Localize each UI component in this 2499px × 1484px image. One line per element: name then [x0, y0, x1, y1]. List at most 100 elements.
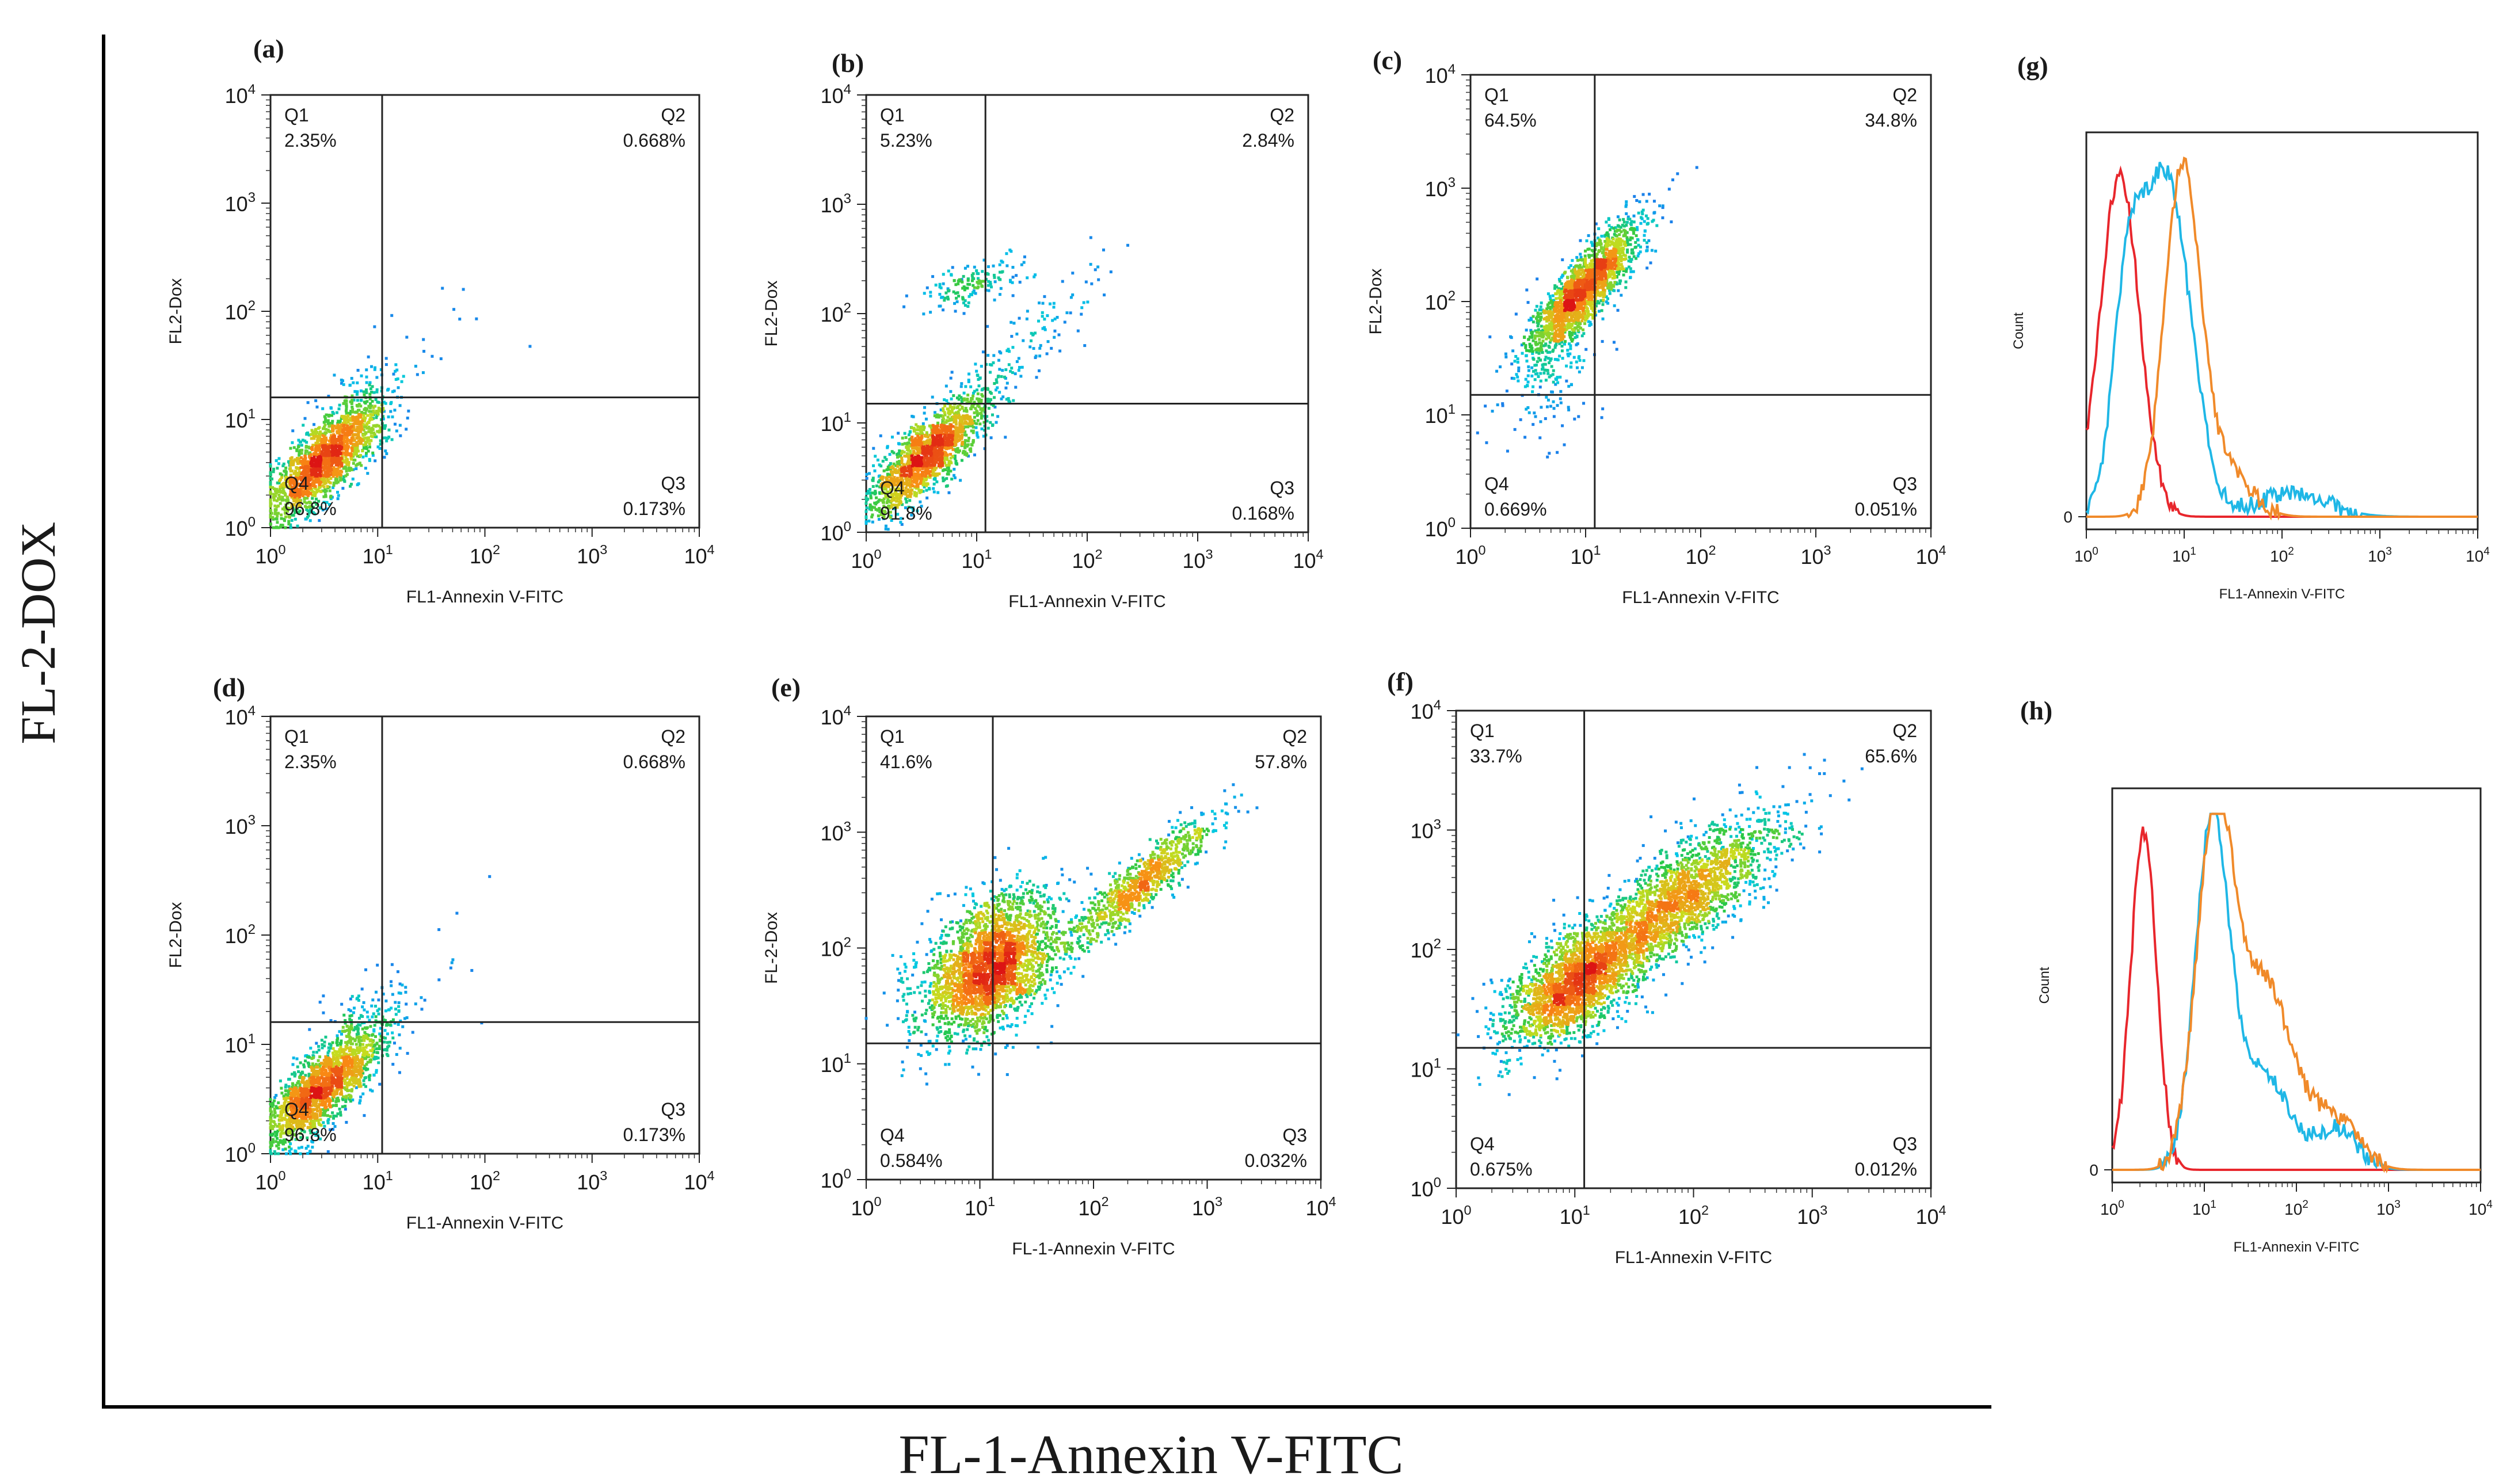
figure-y-axis-label: FL-2-DOX	[10, 522, 66, 745]
scatter-point	[1026, 276, 1028, 279]
scatter-point	[269, 490, 272, 493]
scatter-point	[926, 440, 929, 442]
scatter-point	[356, 448, 359, 451]
scatter-point	[275, 488, 278, 491]
scatter-point	[1633, 228, 1636, 231]
scatter-point	[975, 269, 978, 272]
scatter-point	[965, 409, 968, 412]
scatter-point	[1624, 231, 1626, 234]
scatter-point	[374, 459, 376, 462]
scatter-point	[1630, 220, 1633, 223]
scatter-point	[321, 407, 324, 410]
scatter-point	[280, 513, 283, 516]
scatter-point	[1624, 241, 1626, 243]
scatter-point	[357, 482, 360, 485]
scatter-point	[973, 453, 976, 456]
scatter-point	[1053, 302, 1056, 305]
scatter-point	[363, 408, 365, 411]
scatter-point	[1495, 370, 1498, 373]
scatter-point	[1610, 282, 1613, 285]
scatter-point	[327, 429, 330, 432]
scatter-point	[952, 394, 955, 397]
scatter-point	[279, 485, 281, 488]
panel-label: (a)	[253, 34, 284, 63]
scatter-point	[345, 405, 348, 408]
scatter-point	[953, 468, 955, 471]
scatter-point	[950, 398, 953, 400]
scatter-point	[346, 424, 349, 427]
scatter-point	[1560, 345, 1563, 348]
scatter-point	[1570, 383, 1573, 386]
scatter-point	[1625, 224, 1628, 227]
scatter-point	[1605, 245, 1607, 248]
scatter-point	[361, 434, 364, 437]
scatter-point	[911, 480, 914, 483]
scatter-point	[1533, 411, 1536, 414]
scatter-point	[1540, 302, 1543, 304]
scatter-point	[374, 425, 377, 428]
scatter-point	[1532, 423, 1534, 426]
scatter-point	[293, 446, 296, 449]
scatter-point	[1629, 270, 1632, 273]
scatter-point	[1609, 228, 1612, 231]
scatter-point	[1530, 375, 1533, 377]
scatter-point	[333, 425, 336, 428]
scatter-point	[1008, 363, 1011, 366]
scatter-point	[909, 472, 912, 475]
scatter-point	[993, 299, 996, 302]
scatter-point	[1670, 220, 1673, 223]
scatter-point	[891, 436, 894, 438]
scatter-point	[345, 459, 348, 461]
scatter-point	[1605, 220, 1607, 223]
scatter-point	[361, 449, 364, 452]
scatter-point	[386, 388, 389, 391]
quadrant-percent-q1: 2.35%	[284, 130, 337, 151]
scatter-point	[1566, 276, 1569, 279]
scatter-point	[1600, 246, 1603, 249]
scatter-point	[385, 363, 388, 366]
scatter-point	[968, 295, 971, 298]
scatter-point	[341, 415, 344, 418]
scatter-point	[950, 377, 953, 380]
scatter-point	[949, 406, 952, 409]
scatter-point	[289, 461, 292, 464]
scatter-point	[947, 411, 950, 414]
scatter-point	[913, 494, 916, 497]
scatter-point	[1050, 347, 1053, 350]
scatter-point	[1547, 399, 1550, 402]
axis-tick-label: 102	[1685, 543, 1716, 569]
scatter-point	[1004, 387, 1007, 390]
scatter-point	[1069, 311, 1072, 314]
scatter-point	[279, 502, 282, 505]
scatter-point	[387, 415, 390, 418]
scatter-point	[356, 443, 359, 446]
scatter-point	[1632, 270, 1635, 273]
scatter-point	[314, 428, 317, 431]
scatter-point	[1538, 338, 1541, 341]
scatter-point	[948, 289, 951, 292]
scatter-point	[1536, 360, 1539, 363]
scatter-point	[1575, 344, 1578, 346]
scatter-point	[949, 453, 952, 456]
scatter-point	[1525, 378, 1527, 381]
scatter-point	[1618, 219, 1621, 222]
scatter-point	[319, 456, 322, 459]
scatter-point	[1510, 363, 1513, 365]
scatter-point	[1641, 211, 1644, 213]
scatter-point	[954, 419, 957, 422]
scatter-point	[931, 275, 934, 278]
scatter-point	[352, 419, 355, 422]
scatter-point	[1629, 258, 1632, 261]
scatter-point	[1110, 270, 1113, 273]
scatter-point	[921, 472, 924, 475]
scatter-point	[272, 527, 275, 529]
scatter-point	[1538, 436, 1541, 439]
scatter-point	[1524, 346, 1527, 349]
scatter-point	[882, 500, 885, 503]
scatter-point	[958, 417, 961, 419]
scatter-point	[1567, 409, 1570, 411]
scatter-point	[1645, 241, 1648, 244]
scatter-point	[360, 390, 363, 392]
y-tick-label: 103	[1425, 175, 1456, 201]
scatter-point	[988, 398, 991, 401]
